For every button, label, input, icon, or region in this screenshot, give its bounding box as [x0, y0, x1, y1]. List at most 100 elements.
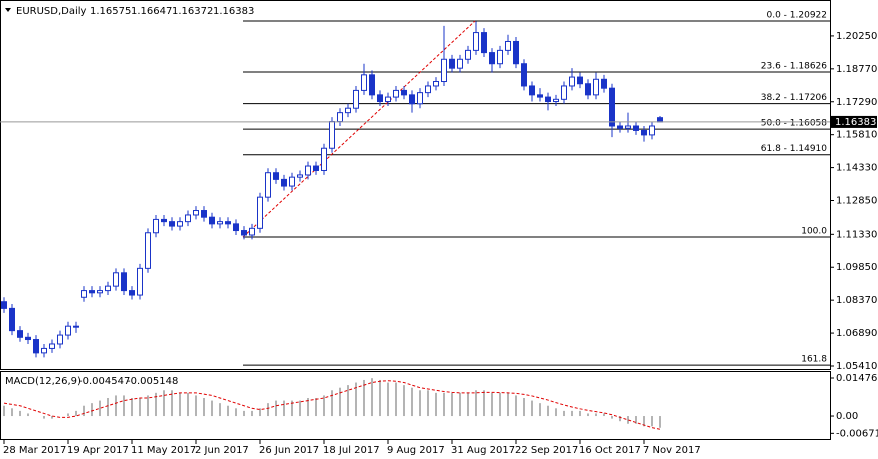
candle-body	[57, 334, 63, 345]
candle-body	[465, 49, 471, 60]
candle-body	[313, 165, 319, 171]
y-tick-label: 1.08370	[836, 295, 877, 306]
candle-body	[249, 227, 255, 236]
candle-body	[425, 85, 431, 94]
candle-body	[601, 78, 607, 89]
x-tick-label: 16 Oct 2017	[579, 445, 641, 456]
candle-body	[497, 49, 503, 65]
candle-body	[49, 343, 55, 349]
price-label: 1.16383	[835, 117, 876, 128]
candle-body	[145, 232, 151, 269]
candle-body	[625, 125, 631, 129]
candle-body	[129, 290, 135, 296]
symbol: EURUSD,Daily	[16, 6, 87, 17]
candle-body	[569, 76, 575, 87]
candle-body	[369, 74, 375, 96]
y-tick-label: 1.11330	[836, 229, 877, 240]
candle-body	[633, 125, 639, 131]
candle-body	[449, 58, 455, 69]
y-tick-label: 1.18770	[836, 64, 877, 75]
x-tick-label: 26 Jun 2017	[259, 445, 319, 456]
fibo-label: 38.2 - 1.17206	[761, 93, 827, 103]
candle-body	[273, 172, 279, 180]
x-tick-label: 22 Sep 2017	[515, 445, 578, 456]
y-tick-label: 1.05410	[836, 361, 877, 372]
candle-body	[257, 196, 263, 229]
candle-body	[393, 89, 399, 98]
candle-body	[657, 117, 663, 123]
x-tick-label: 18 Jul 2017	[323, 445, 380, 456]
y-tick-label: 1.17290	[836, 97, 877, 108]
macd-tick-label: 0.014763	[836, 373, 878, 384]
trend-line	[242, 20, 476, 238]
header-high: 1.16647	[131, 6, 172, 17]
candle-body	[89, 290, 95, 294]
x-tick-label: 11 May 2017	[131, 445, 196, 456]
candle-body	[161, 218, 167, 223]
macd-panel-frame	[0, 371, 831, 440]
x-tick-label: 9 Aug 2017	[387, 445, 445, 456]
candle-body	[265, 172, 271, 198]
candle-body	[65, 325, 71, 336]
candle-body	[225, 221, 231, 225]
candle-body	[457, 58, 463, 69]
price-panel-frame	[0, 0, 831, 370]
candle-body	[641, 129, 647, 136]
candle-body	[585, 83, 591, 96]
candle-body	[537, 94, 543, 98]
candle-body	[81, 290, 87, 298]
price-box	[831, 115, 877, 128]
candle-body	[473, 32, 479, 51]
candle-body	[113, 272, 119, 287]
candle-body	[201, 210, 207, 218]
candle-body	[193, 210, 199, 216]
candle-body	[377, 94, 383, 103]
candle-body	[513, 40, 519, 65]
candle-body	[529, 85, 535, 96]
x-tick-label: 7 Nov 2017	[643, 445, 701, 456]
candle-body	[33, 339, 39, 354]
candle-body	[553, 98, 559, 103]
header-close: 1.16383	[213, 6, 254, 17]
header-open: 1.16575	[90, 6, 131, 17]
header-low: 1.16372	[172, 6, 213, 17]
candle-body	[289, 176, 295, 187]
macd-name: MACD(12,26,9)	[5, 376, 81, 387]
candle-body	[121, 272, 127, 292]
macd-tick-label: 0.00	[836, 411, 858, 422]
candle-body	[305, 165, 311, 176]
candle-body	[649, 125, 655, 136]
candle-body	[609, 87, 615, 127]
candle-body	[561, 85, 567, 100]
candle-body	[353, 89, 359, 109]
fibo-label: 50.0 - 1.16058	[761, 119, 827, 129]
fibo-label: 0.0 - 1.20922	[767, 10, 828, 20]
candle-body	[401, 89, 407, 96]
candle-body	[105, 285, 111, 292]
candle-body	[345, 107, 351, 114]
candle-body	[489, 52, 495, 65]
signal-line	[3, 380, 661, 430]
candle-body	[593, 78, 599, 96]
menu-arrow	[5, 8, 11, 12]
candle-body	[505, 40, 511, 51]
y-tick-label: 1.09850	[836, 262, 877, 273]
macd-tick-label: -0.006713	[836, 428, 878, 439]
candle-body	[361, 74, 367, 91]
candle-body	[153, 218, 159, 234]
candle-body	[441, 58, 447, 83]
candle-body	[433, 81, 439, 87]
candle-body	[41, 347, 47, 354]
candle-body	[17, 330, 23, 338]
candle-body	[1, 301, 7, 309]
fibo-label: 161.8	[801, 355, 827, 365]
candle-body	[25, 336, 31, 341]
y-tick-label: 1.14330	[836, 163, 877, 174]
candle-body	[521, 63, 527, 87]
y-tick-label: 1.12850	[836, 196, 877, 207]
candle-body	[329, 121, 335, 149]
candle-body	[417, 92, 423, 105]
candle-body	[9, 307, 15, 332]
candle-body	[169, 221, 175, 227]
x-tick-label: 19 Apr 2017	[67, 445, 129, 456]
